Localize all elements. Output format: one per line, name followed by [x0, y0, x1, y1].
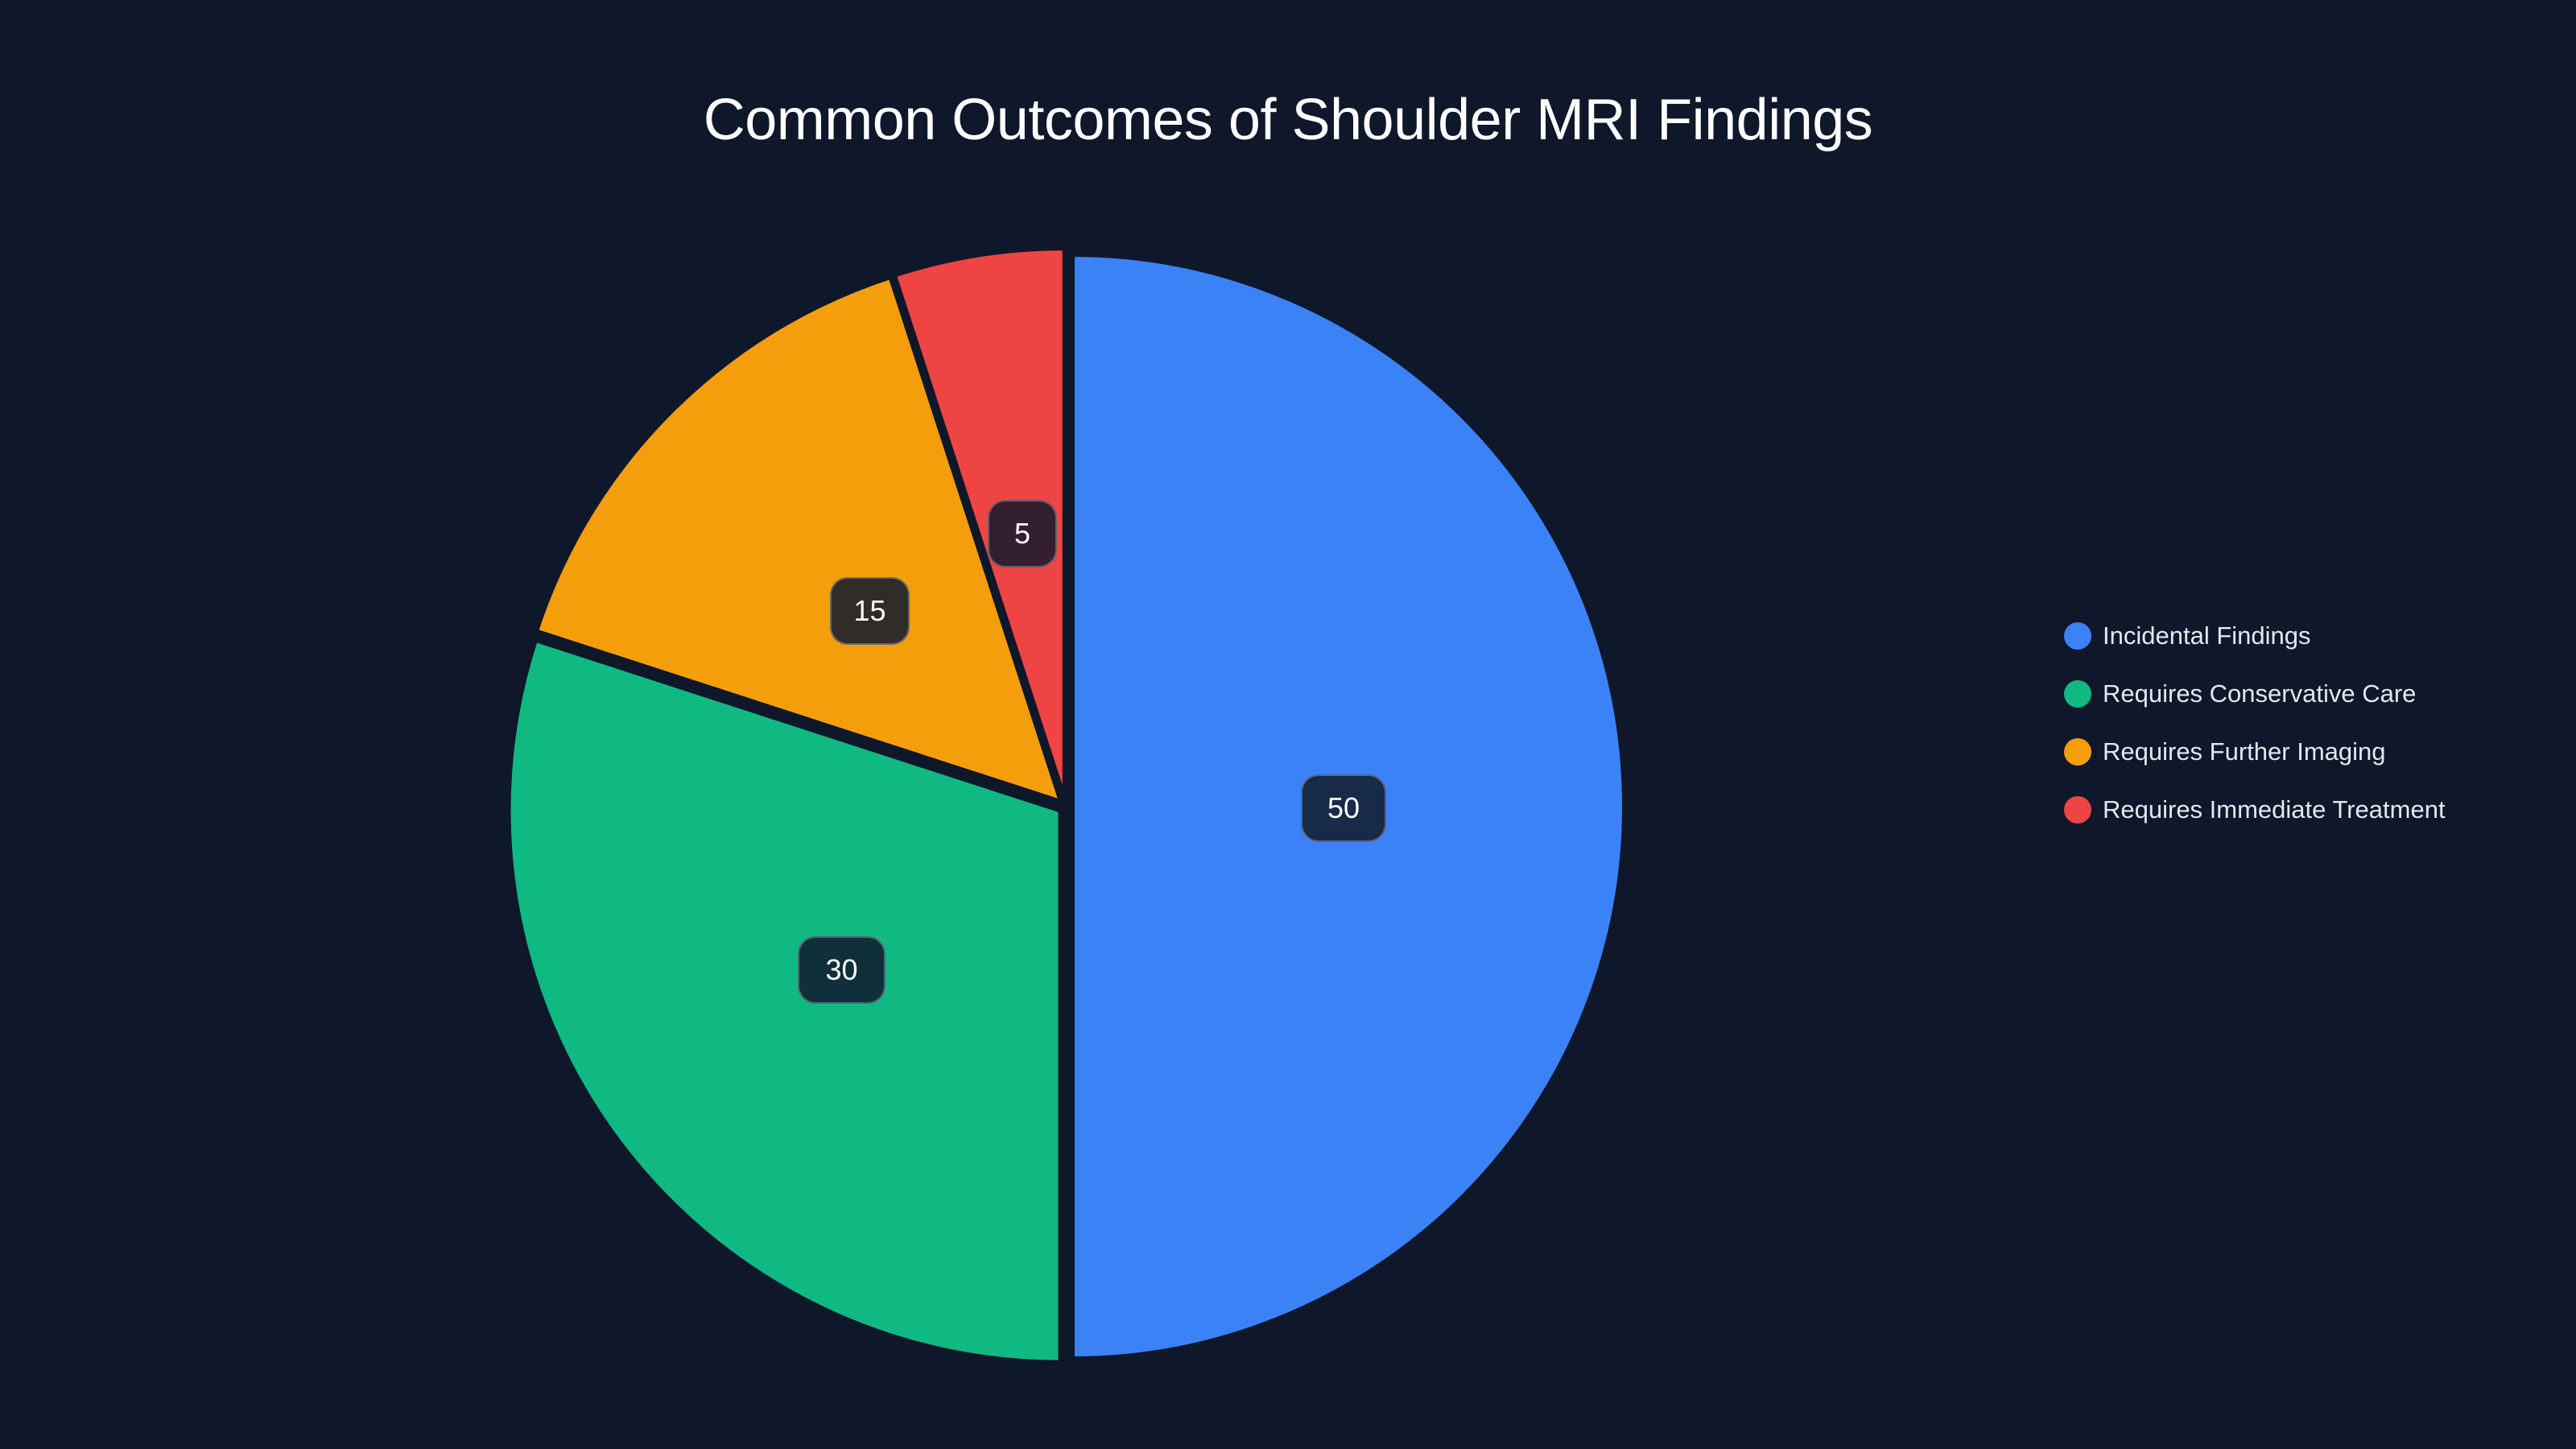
legend-label: Requires Further Imaging [2103, 737, 2386, 766]
data-label-immediate-treatment: 5 [988, 500, 1057, 568]
legend-label: Requires Conservative Care [2103, 679, 2417, 708]
legend-label: Incidental Findings [2103, 621, 2311, 650]
data-label-incidental: 50 [1301, 774, 1386, 842]
data-label-further-imaging: 15 [830, 577, 910, 645]
chart-title: Common Outcomes of Shoulder MRI Findings [703, 88, 1873, 152]
legend-item-conservative-care[interactable]: Requires Conservative Care [2064, 665, 2446, 723]
legend-item-further-imaging[interactable]: Requires Further Imaging [2064, 723, 2446, 781]
slice-further-imaging[interactable] [533, 274, 1066, 807]
legend-dot-icon [2064, 622, 2091, 650]
legend-dot-icon [2064, 680, 2091, 708]
legend: Incidental Findings Requires Conservativ… [2064, 607, 2446, 839]
slice-immediate-treatment[interactable] [890, 246, 1067, 802]
legend-dot-icon [2064, 796, 2091, 824]
slice-conservative-care[interactable] [506, 636, 1063, 1365]
legend-item-immediate-treatment[interactable]: Requires Immediate Treatment [2064, 781, 2446, 839]
legend-label: Requires Immediate Treatment [2103, 795, 2446, 824]
legend-dot-icon [2064, 738, 2091, 766]
data-label-conservative-care: 30 [798, 936, 886, 1004]
legend-item-incidental[interactable]: Incidental Findings [2064, 607, 2446, 665]
